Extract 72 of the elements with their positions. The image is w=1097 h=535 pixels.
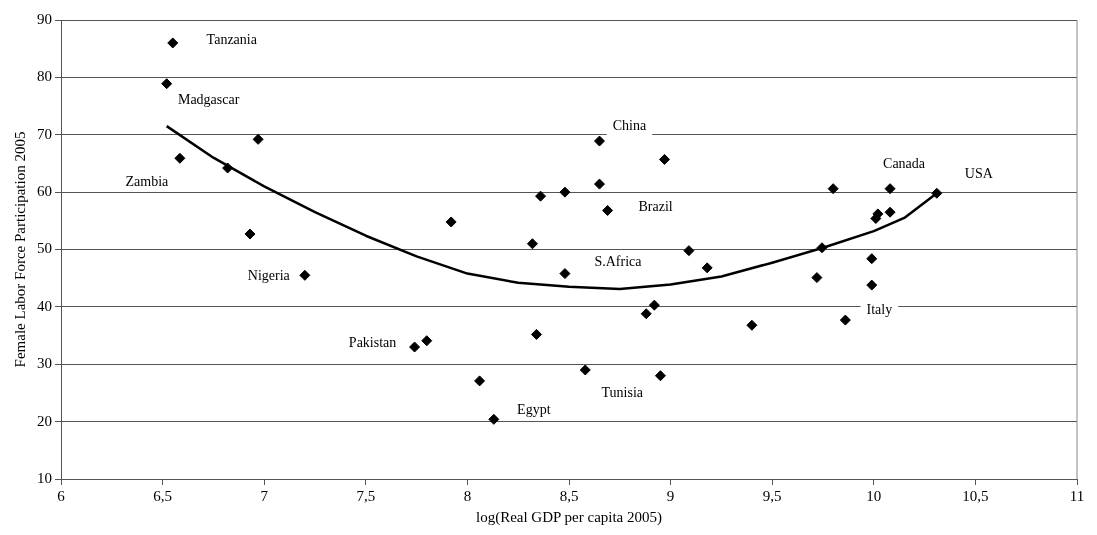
point: [602, 204, 614, 216]
point: [559, 268, 571, 280]
annotation: Nigeria: [247, 267, 291, 283]
point: [884, 183, 896, 195]
point: [640, 308, 652, 320]
y-tick-label: 10: [37, 469, 52, 486]
point: [884, 206, 896, 218]
point: [839, 314, 851, 326]
point: [174, 152, 186, 164]
y-tick-label: 70: [37, 125, 52, 142]
point: [593, 135, 605, 147]
annotation: Egypt: [517, 402, 551, 417]
y-axis-title: Female Labor Force Participation 2005: [11, 131, 28, 368]
annotation: Zambia: [125, 173, 170, 189]
point: [409, 341, 421, 353]
point: [701, 262, 713, 274]
x-tick-label: 9,5: [762, 487, 782, 504]
annotation: China: [612, 117, 647, 133]
x-tick-label: 7,5: [356, 487, 376, 504]
point: [299, 269, 311, 281]
x-tick-label: 9: [666, 487, 675, 504]
point: [746, 319, 758, 331]
y-tick-label: 40: [37, 297, 52, 314]
y-tick-label: 50: [37, 240, 52, 257]
point: [811, 272, 823, 284]
y-tick-label: 90: [37, 10, 52, 27]
annotation: Madgascar: [177, 92, 240, 108]
point: [931, 187, 943, 199]
point: [530, 328, 542, 340]
annotation: Brazil: [638, 199, 673, 215]
point: [222, 162, 234, 174]
annotation: Pakistan: [348, 334, 397, 350]
point: [535, 190, 547, 202]
point: [421, 335, 433, 347]
x-tick-label: 7: [260, 487, 269, 504]
point: [654, 370, 666, 382]
point: [593, 178, 605, 190]
point: [816, 242, 828, 254]
point: [445, 216, 457, 228]
point: [559, 186, 571, 198]
y-tick-label: 60: [37, 183, 52, 200]
annotation: S.Africa: [594, 254, 643, 270]
y-tick-label: 30: [37, 355, 52, 372]
y-tick-label: 80: [37, 68, 52, 85]
point: [579, 364, 591, 376]
x-tick-label: 10: [866, 487, 882, 504]
point: [683, 245, 695, 257]
x-tick-label: 10,5: [962, 487, 989, 504]
x-tick-label: 8,5: [559, 487, 579, 504]
point: [161, 78, 173, 90]
point: [827, 183, 839, 195]
x-tick-label: 6,5: [153, 487, 172, 504]
point: [648, 299, 660, 311]
point: [526, 238, 538, 250]
point: [474, 375, 486, 387]
annotation: Canada: [883, 156, 926, 172]
x-axis-title: log(Real GDP per capita 2005): [475, 508, 663, 526]
x-tick-label: 11: [1069, 487, 1085, 504]
point: [244, 228, 256, 240]
annotation: Tunisia: [601, 384, 644, 400]
annotation: Tanzania: [206, 31, 258, 47]
annotation: USA: [964, 165, 994, 181]
point: [488, 413, 500, 425]
x-tick-label: 6: [57, 487, 66, 504]
annotation: Italy: [866, 301, 893, 317]
point: [866, 279, 878, 291]
point: [866, 253, 878, 265]
x-tick-label: 8: [463, 487, 472, 504]
point: [252, 133, 264, 145]
y-tick-label: 20: [37, 412, 52, 429]
point: [167, 37, 179, 49]
point: [659, 153, 670, 165]
